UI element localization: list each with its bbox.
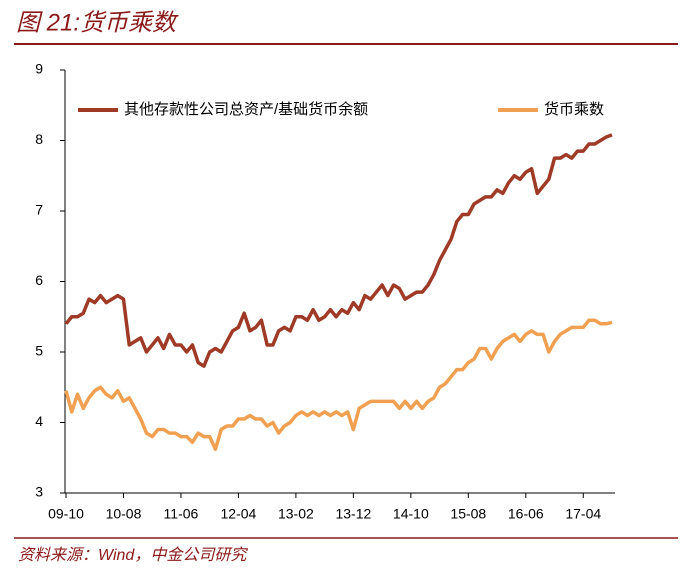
y-tick-label: 9: [35, 61, 43, 77]
source-note: 资料来源：Wind，中金公司研究: [18, 546, 248, 564]
chart-title: 图 21:货币乘数: [16, 9, 179, 36]
y-tick-label: 8: [35, 131, 43, 147]
legend-label: 其他存款性公司总资产/基础货币余额: [124, 100, 368, 118]
series-line: [64, 133, 613, 368]
x-tick-label: 17-04: [565, 506, 601, 522]
y-tick-label: 4: [35, 413, 43, 429]
x-tick-label: 13-02: [278, 506, 314, 522]
x-tick-label: 16-06: [508, 506, 544, 522]
legend-label: 货币乘数: [544, 101, 604, 118]
y-tick-label: 7: [35, 202, 43, 218]
series-line: [64, 318, 613, 452]
y-tick-label: 3: [35, 484, 43, 500]
x-tick-label: 09-10: [48, 506, 84, 522]
x-tick-label: 12-04: [221, 506, 257, 522]
x-tick-label: 14-10: [393, 506, 429, 522]
y-tick-label: 6: [35, 272, 43, 288]
x-tick-label: 13-12: [335, 506, 371, 522]
y-tick-label: 5: [35, 343, 43, 359]
x-tick-label: 11-06: [164, 506, 199, 522]
x-tick-label: 15-08: [450, 506, 486, 522]
x-tick-label: 10-08: [106, 506, 142, 522]
